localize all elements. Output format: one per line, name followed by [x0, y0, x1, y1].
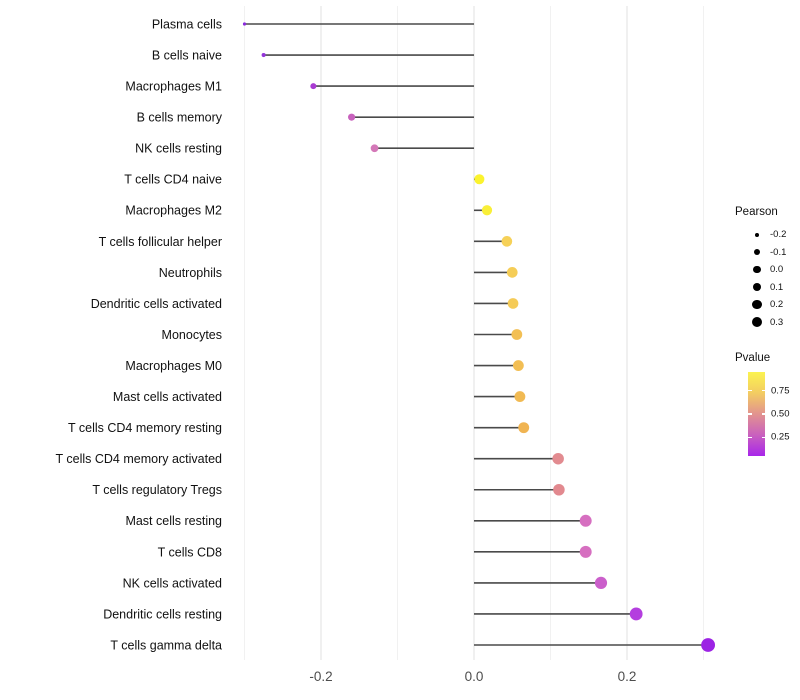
pearson-legend-dot-icon — [753, 266, 761, 274]
lollipop-point — [594, 576, 608, 590]
lollipop-point — [481, 205, 493, 216]
pvalue-colorbar-tick-mark — [748, 436, 752, 438]
lollipop-point — [512, 360, 524, 371]
pearson-legend-dot-icon — [752, 317, 762, 328]
category-label: T cells gamma delta — [110, 638, 222, 652]
category-label: T cells CD4 naive — [124, 173, 222, 187]
pearson-legend-dot-icon — [754, 232, 760, 237]
lollipop-point — [310, 83, 317, 90]
category-label: T cells regulatory Tregs — [92, 483, 222, 497]
category-label: Mast cells resting — [125, 514, 222, 528]
pvalue-colorbar-tick-mark — [761, 436, 765, 438]
pvalue-colorbar-tick-mark — [761, 390, 765, 392]
category-label: B cells naive — [152, 48, 222, 62]
pvalue-colorbar-wrap: 0.75 0.50 0.25 — [748, 372, 800, 462]
lollipop-point — [501, 236, 513, 247]
lollipop-point — [553, 483, 565, 496]
pearson-legend-dot-icon — [752, 300, 762, 310]
category-label: Macrophages M0 — [125, 359, 222, 373]
lollipop-point — [348, 113, 356, 121]
lollipop-point — [579, 545, 592, 558]
lollipop-point — [370, 144, 379, 153]
lollipop-point — [507, 298, 519, 309]
pearson-legend-dot-icon — [752, 283, 762, 292]
pearson-legend-label: -0.1 — [770, 246, 787, 258]
pearson-legend-label: 0.3 — [770, 316, 784, 328]
lollipop-point — [701, 638, 716, 652]
pvalue-colorbar-tick-label: 0.75 — [771, 385, 790, 397]
pearson-legend-entries: -0.2 -0.1 0.0 0.1 0.2 0.3 — [735, 226, 786, 331]
category-label: Plasma cells — [152, 17, 222, 31]
pearson-legend-label: 0.2 — [770, 299, 784, 311]
category-label: T cells CD4 memory activated — [56, 452, 223, 466]
category-label: B cells memory — [137, 111, 223, 125]
category-label: Neutrophils — [159, 266, 222, 280]
lollipop-point — [474, 174, 485, 185]
lollipop-point — [579, 514, 592, 527]
lollipop-point — [506, 267, 518, 278]
category-label: T cells CD4 memory resting — [68, 421, 222, 435]
pearson-legend-entry: -0.2 — [735, 226, 786, 244]
pvalue-colorbar-tick-mark — [748, 413, 752, 415]
lollipop-point — [242, 22, 247, 26]
lollipop-point — [261, 53, 266, 58]
pvalue-colorbar-tick-label: 0.50 — [771, 408, 790, 420]
pvalue-colorbar — [748, 372, 765, 456]
pvalue-color-legend: Pvalue 0.75 0.50 0.25 — [735, 352, 800, 462]
pvalue-colorbar-tick-mark — [748, 390, 752, 392]
category-label: Dendritic cells resting — [103, 607, 222, 621]
pvalue-legend-title: Pvalue — [735, 352, 771, 364]
pearson-legend-label: 0.1 — [770, 281, 784, 293]
category-label: Macrophages M2 — [125, 204, 222, 218]
category-label: Macrophages M1 — [125, 80, 222, 94]
pearson-legend-entry: 0.2 — [735, 296, 786, 314]
pearson-legend-entry: 0.1 — [735, 279, 786, 297]
x-axis-tick-label: 0.2 — [618, 669, 637, 684]
lollipop-point — [511, 329, 523, 340]
pearson-legend-label: -0.2 — [770, 229, 787, 241]
pvalue-colorbar-tick-mark — [761, 413, 765, 415]
pearson-legend-entry: 0.3 — [735, 314, 786, 332]
category-label: T cells follicular helper — [99, 235, 222, 249]
pearson-legend-entry: 0.0 — [735, 261, 786, 279]
category-label: Dendritic cells activated — [91, 297, 222, 311]
pvalue-colorbar-tick-label: 0.25 — [771, 431, 790, 443]
pearson-legend-dot-icon — [754, 249, 760, 256]
x-axis-tick-label: -0.2 — [309, 669, 332, 684]
lollipop-point — [514, 391, 526, 403]
pearson-legend-title: Pearson — [735, 206, 778, 218]
lollipop-point — [518, 422, 530, 434]
category-label: Monocytes — [162, 328, 222, 342]
lollipop-point — [629, 607, 643, 621]
category-label: T cells CD8 — [158, 545, 222, 559]
pearson-legend-entry: -0.1 — [735, 244, 786, 262]
x-axis-tick-label: 0.0 — [465, 669, 484, 684]
pearson-size-legend: Pearson -0.2 -0.1 0.0 0.1 0.2 0.3 — [735, 206, 786, 331]
category-label: Mast cells activated — [113, 390, 222, 404]
category-label: NK cells activated — [123, 576, 222, 590]
pearson-legend-label: 0.0 — [770, 264, 784, 276]
lollipop-point — [552, 452, 564, 465]
category-label: NK cells resting — [135, 142, 222, 156]
